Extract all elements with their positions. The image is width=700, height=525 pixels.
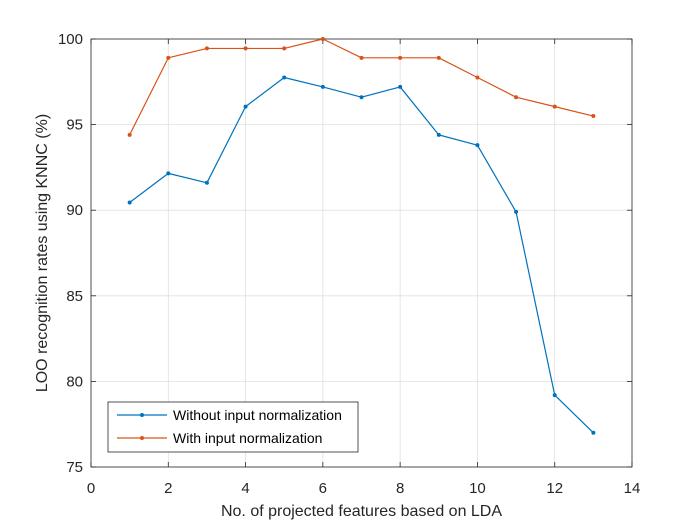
data-point (359, 55, 364, 60)
data-point (514, 95, 519, 100)
y-tick-labels: 75 80 85 90 95 100 (58, 31, 83, 476)
y-tick-label: 85 (66, 288, 83, 305)
x-tick-label: 14 (624, 480, 641, 497)
data-point (243, 46, 248, 51)
data-point (475, 143, 480, 148)
data-point (398, 84, 403, 89)
data-point (514, 209, 519, 214)
x-axis-label: No. of projected features based on LDA (221, 503, 502, 520)
series-layer (127, 37, 596, 435)
y-tick-label: 90 (66, 202, 83, 219)
data-point (359, 95, 364, 100)
plot-frame (90, 38, 633, 468)
data-point (320, 37, 325, 41)
data-point (166, 171, 171, 176)
data-point (552, 393, 557, 398)
legend-label-without-normalization: Without input normalization (173, 407, 342, 423)
data-point (591, 114, 596, 119)
axis-ticks (90, 38, 633, 468)
x-tick-labels: 0 2 4 6 8 10 12 14 (87, 480, 641, 497)
x-tick-label: 12 (546, 480, 563, 497)
y-tick-label: 80 (66, 373, 83, 390)
x-tick-label: 0 (87, 480, 95, 497)
data-point (166, 55, 171, 60)
legend-label-with-normalization: With input normalization (173, 430, 322, 446)
y-tick-label: 100 (58, 31, 83, 48)
legend-marker-with-normalization (140, 436, 144, 440)
data-point (436, 55, 441, 60)
y-tick-label: 95 (66, 117, 83, 134)
data-point (282, 46, 287, 51)
data-point (591, 430, 596, 435)
y-axis-label: LOO recognition rates using KNNC (%) (34, 114, 51, 392)
data-point (127, 200, 132, 205)
x-tick-label: 6 (319, 480, 327, 497)
x-tick-label: 4 (241, 480, 249, 497)
plot-area (91, 39, 632, 467)
data-point (436, 132, 441, 137)
data-point (243, 104, 248, 109)
y-tick-label: 75 (66, 459, 83, 476)
data-point (320, 84, 325, 89)
data-point (204, 46, 209, 51)
data-point (552, 104, 557, 109)
data-point (475, 75, 480, 80)
data-point (282, 75, 287, 80)
x-tick-label: 8 (396, 480, 404, 497)
data-point (398, 55, 403, 60)
series-2 (127, 37, 596, 137)
data-point (204, 180, 209, 185)
legend: Without input normalization With input n… (107, 401, 359, 453)
legend-marker-without-normalization (140, 413, 144, 417)
x-tick-label: 10 (469, 480, 486, 497)
series-1 (127, 75, 596, 435)
x-tick-label: 2 (164, 480, 172, 497)
legend-box (107, 401, 359, 453)
data-point (127, 132, 132, 137)
